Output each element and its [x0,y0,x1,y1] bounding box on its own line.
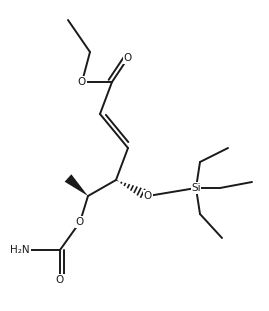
Text: H₂N: H₂N [10,245,30,255]
Text: O: O [144,191,152,201]
Text: O: O [56,275,64,285]
Polygon shape [65,174,88,196]
Text: O: O [78,77,86,87]
Text: O: O [124,53,132,63]
Text: Si: Si [191,183,201,193]
Text: O: O [76,217,84,227]
